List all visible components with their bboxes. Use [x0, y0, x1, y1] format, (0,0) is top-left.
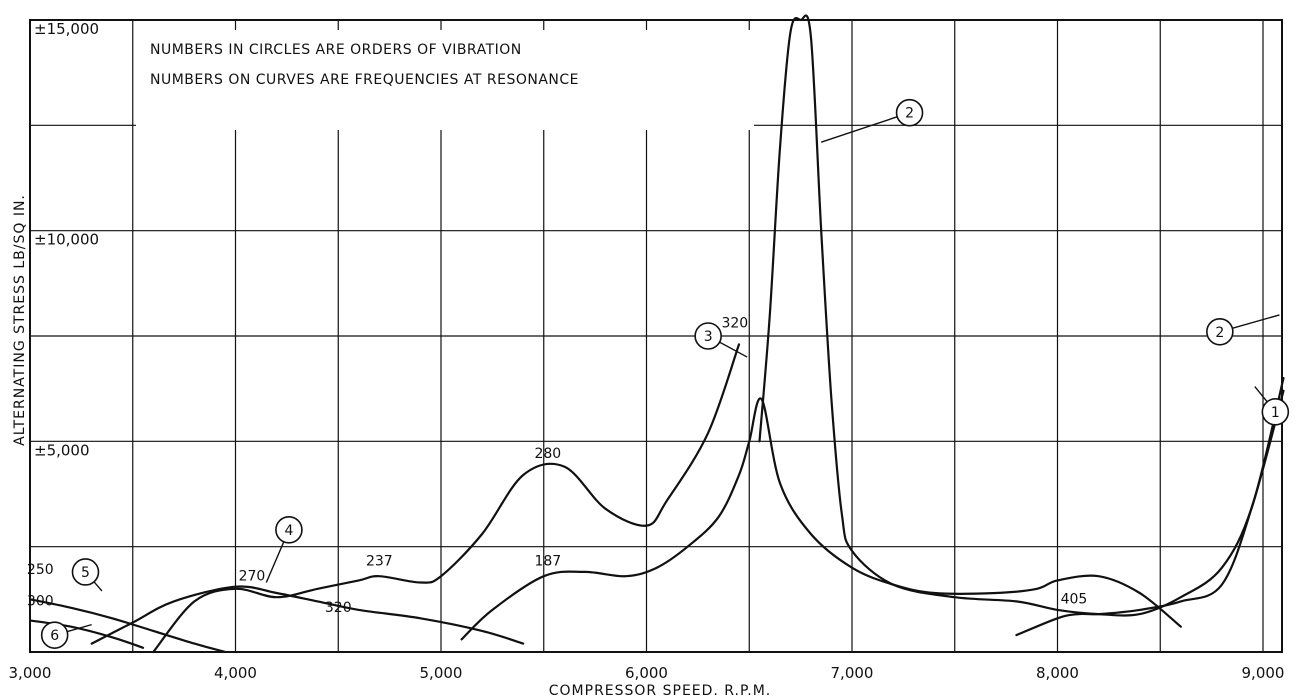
- series-line: [90, 585, 525, 645]
- series-line: [1015, 389, 1285, 637]
- x-tick-label: 8,000: [1036, 664, 1079, 682]
- chart-order-markers: 2 3 2 1 4 5 6: [40, 98, 1290, 649]
- curve-frequency-label: 320: [325, 600, 352, 616]
- series-line: [460, 397, 1182, 641]
- order-circle: [275, 516, 303, 544]
- order-leader-line: [820, 112, 910, 143]
- curve-frequency-label: 187: [534, 554, 561, 570]
- x-tick-label: 5,000: [420, 664, 463, 682]
- order-number: 6: [50, 628, 59, 644]
- curve-frequency-label: 280: [534, 446, 561, 462]
- chart-curves: [28, 14, 1285, 654]
- x-axis-title: COMPRESSOR SPEED. R.P.M.: [549, 683, 771, 699]
- x-tick-label: 9,000: [1242, 664, 1285, 682]
- order-circle: [694, 322, 722, 350]
- order-number: 1: [1271, 405, 1280, 421]
- series-line: [758, 14, 1285, 617]
- curve-frequency-label: 250: [27, 562, 54, 578]
- curve-frequency-label: 405: [1061, 592, 1088, 608]
- order-number: 2: [905, 106, 914, 122]
- y-tick-label: ±10,000: [34, 231, 99, 249]
- order-circle: [1206, 317, 1234, 346]
- x-tick-label: 6,000: [625, 664, 668, 682]
- order-circle: [895, 98, 924, 127]
- curve-frequency-label: 300: [27, 594, 54, 610]
- y-tick-label: ±5,000: [34, 441, 90, 459]
- note-line-1: NUMBERS IN CIRCLES ARE ORDERS OF VIBRATI…: [150, 42, 522, 58]
- order-circle: [71, 558, 100, 586]
- curve-frequency-label: 320: [721, 316, 748, 332]
- x-tick-label: 3,000: [9, 664, 52, 682]
- chart-curve-labels: 225320280187237270320250300405: [27, 316, 1088, 616]
- series-line: [28, 619, 145, 649]
- order-circle: [40, 621, 69, 649]
- chart-ticks: 3,000 4,000 5,000 6,000 7,000 8,000 9,000 ±15,0…: [9, 20, 1285, 682]
- x-tick-label: 7,000: [831, 664, 874, 682]
- curve-frequency-label: 270: [239, 568, 266, 584]
- y-axis-title: ALTERNATING STRESS LB/SQ IN.: [12, 194, 28, 446]
- x-tick-label: 4,000: [214, 664, 257, 682]
- curve-frequency-label: 237: [366, 554, 393, 570]
- series-line: [152, 343, 741, 654]
- series-line: [28, 598, 227, 654]
- order-circle: [1261, 398, 1290, 426]
- order-number: 5: [81, 565, 90, 581]
- notes-box: [136, 30, 754, 130]
- order-number: 4: [284, 523, 293, 539]
- y-tick-label: ±15,000: [34, 20, 99, 38]
- note-line-2: NUMBERS ON CURVES ARE FREQUENCIES AT RES…: [150, 72, 579, 88]
- order-number: 3: [704, 329, 713, 345]
- order-number: 2: [1215, 325, 1224, 341]
